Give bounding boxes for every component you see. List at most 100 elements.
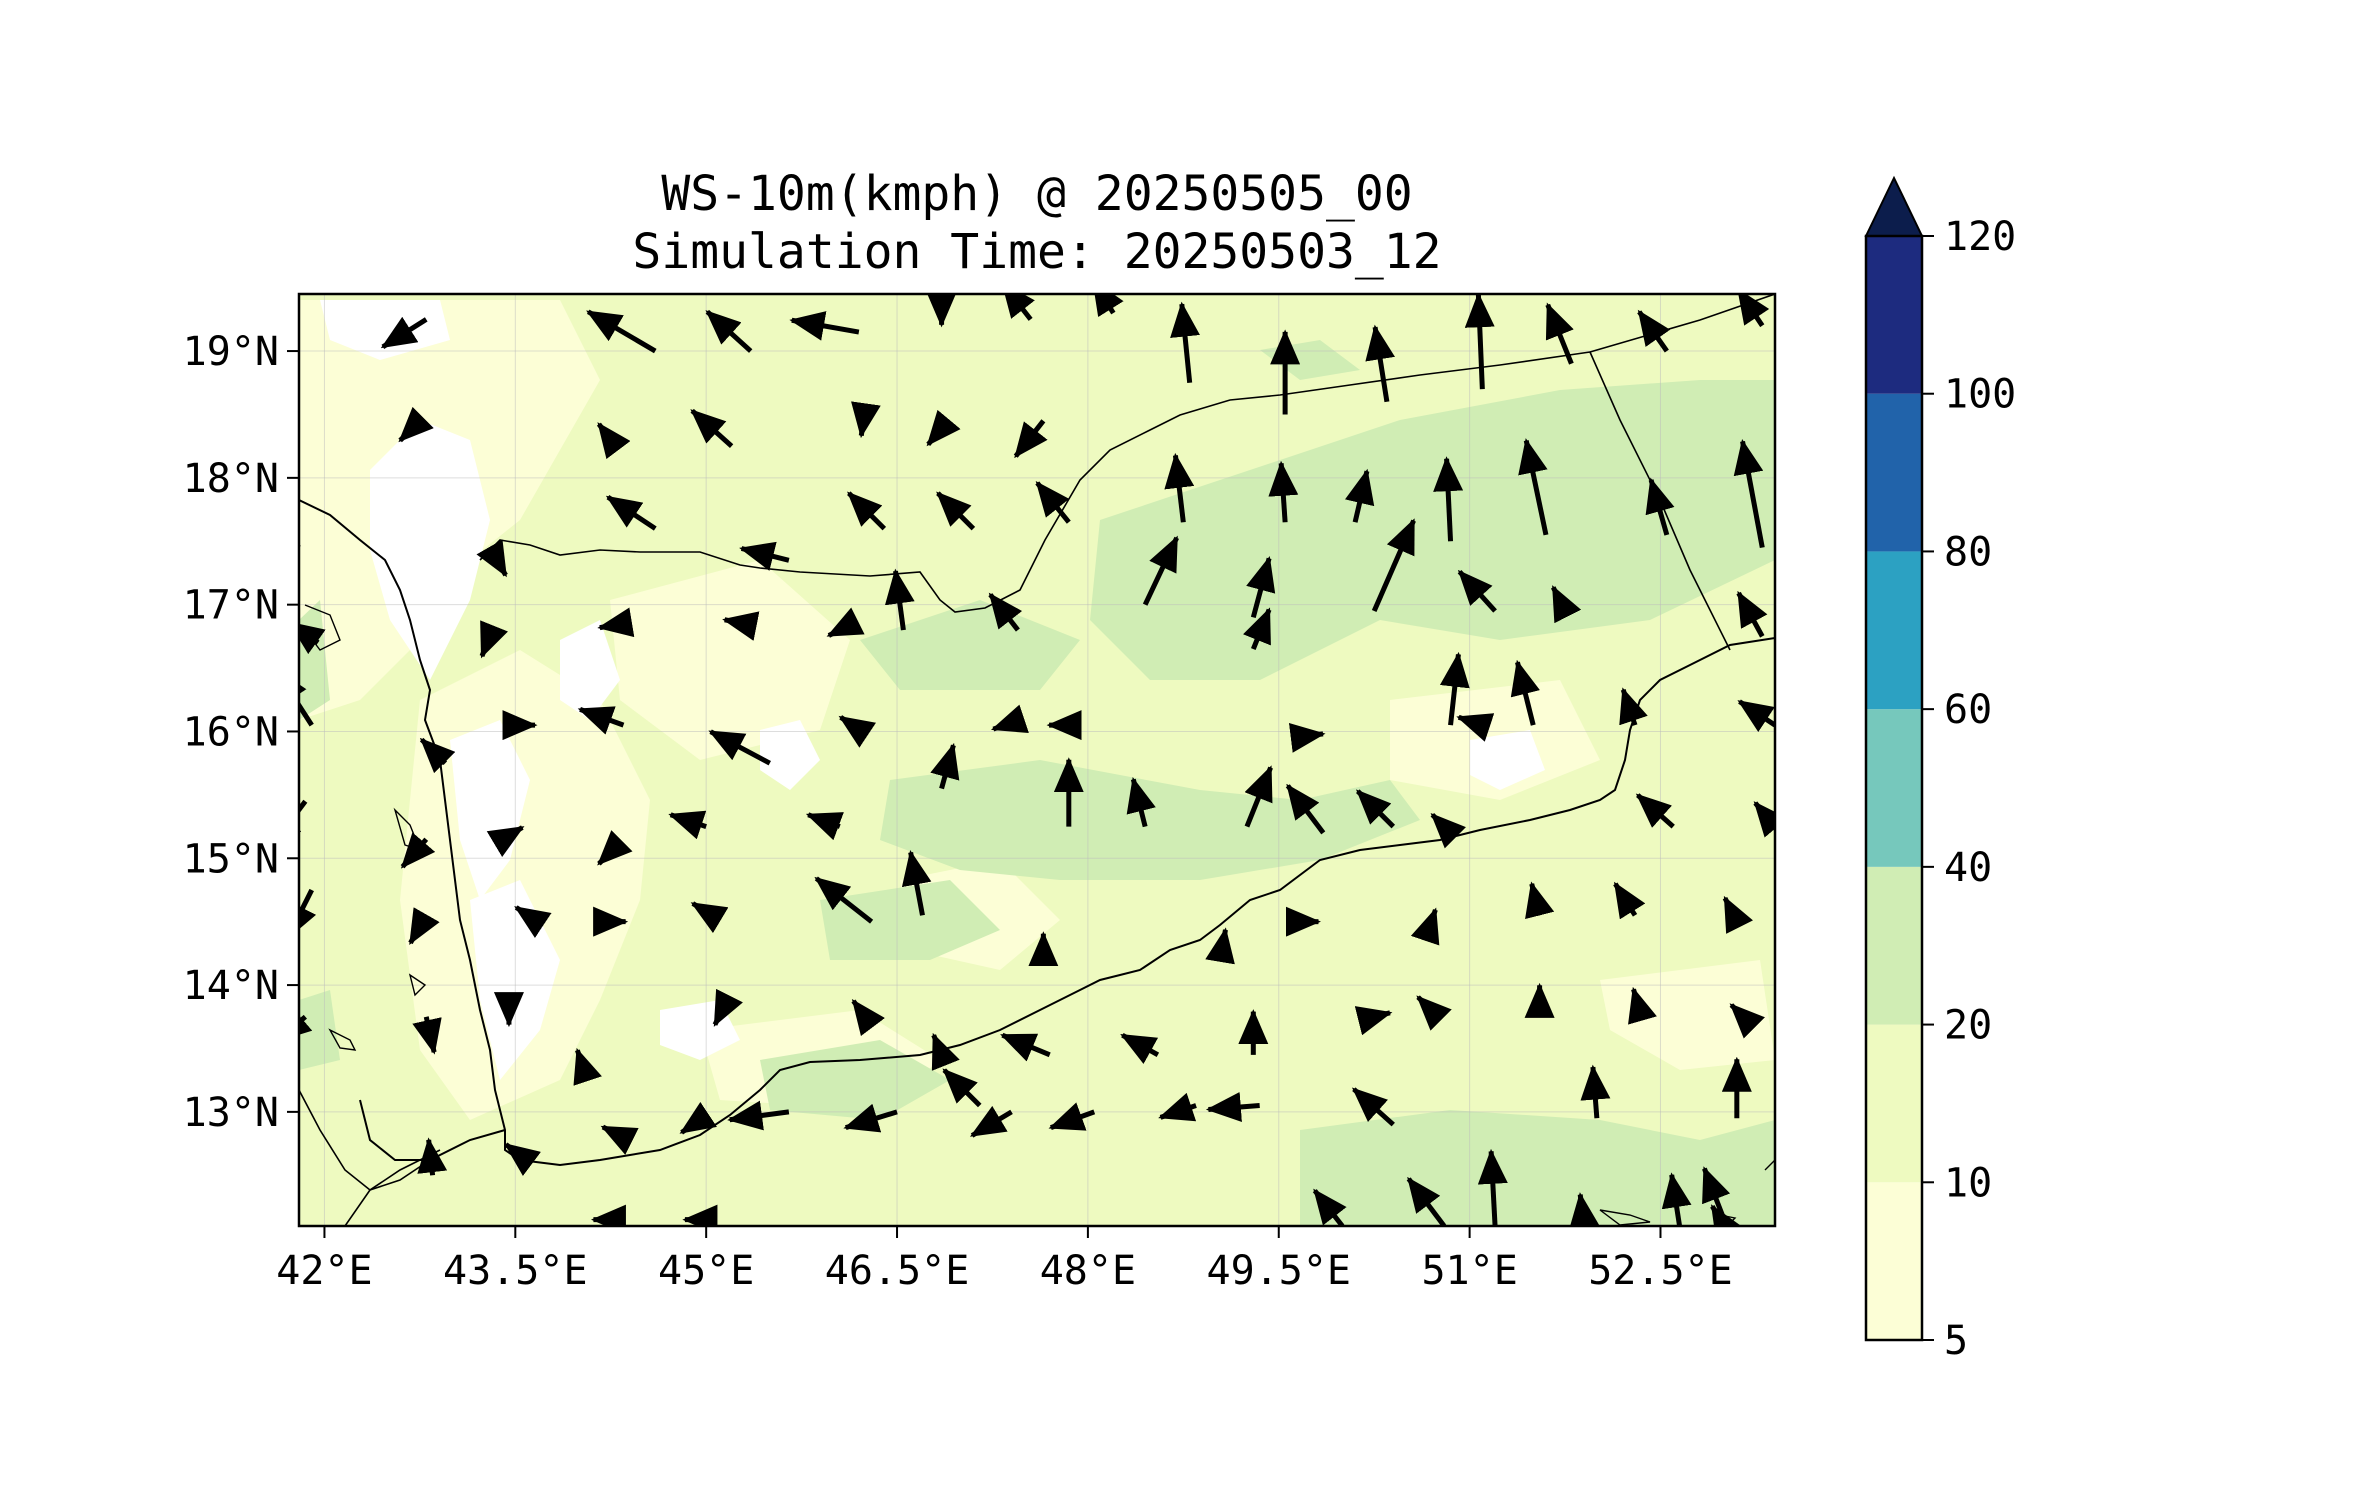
wind-arrow [690, 408, 734, 449]
wind-arrow [1637, 309, 1671, 353]
colorbar-frame [1864, 234, 1924, 1342]
colorbar-tick-label: 120 [1944, 214, 2016, 260]
wind-arrow [605, 495, 657, 531]
wind-arrow [1244, 765, 1273, 828]
wind-arrow [843, 1103, 898, 1133]
x-tick-label: 49.5°E [1207, 1248, 1352, 1294]
colorbar-tick-label: 40 [1944, 845, 1992, 891]
wind-arrow [299, 621, 326, 655]
wind-arrow [1722, 895, 1753, 934]
wind-arrow [901, 849, 932, 916]
y-tick-label: 16°N [183, 709, 279, 755]
x-tick-label: 43.5°E [443, 1248, 588, 1294]
wind-arrow [299, 544, 301, 548]
wind-arrow [926, 409, 961, 447]
colorbar-segment [1866, 236, 1922, 394]
map-panel [299, 294, 1775, 1226]
x-tick-label: 48°E [1040, 1248, 1136, 1294]
wind-arrow [679, 1101, 717, 1135]
wind-arrow [299, 667, 314, 727]
wind-arrow [668, 810, 707, 840]
wind-arrow [476, 539, 508, 578]
wind-arrow [690, 901, 729, 934]
wind-arrow [400, 832, 436, 869]
map-axes: 42°E 43.5°E 45°E 46.5°E 48°E 49.5°E 51°E 52.5°E… [183, 329, 1733, 1294]
wind-arrow [708, 729, 771, 766]
wind-arrow [1710, 1204, 1742, 1226]
arabian-coast-west [299, 499, 1775, 1167]
wind-arrow [514, 905, 552, 938]
wind-arrow [486, 825, 525, 858]
wind-arrow [727, 1100, 790, 1131]
wind-arrow [1545, 302, 1574, 365]
wind-arrow [1356, 789, 1396, 829]
y-tick-label: 13°N [183, 1090, 279, 1136]
wind-arrow [417, 1137, 448, 1176]
wind-arrow [1406, 1176, 1447, 1226]
wind-arrow [805, 812, 844, 841]
wind-arrow [1243, 607, 1272, 650]
colorbar-tick-label: 100 [1944, 372, 2016, 418]
wind-arrow [1285, 783, 1326, 835]
wind-arrow [739, 541, 790, 571]
wind-arrow [1013, 419, 1048, 459]
wind-arrow [1312, 1188, 1347, 1226]
wind-arrow [1371, 518, 1416, 613]
wind-arrow [1613, 881, 1646, 920]
colorbar-segment [1866, 551, 1922, 710]
colorbar-tick-label: 10 [1944, 1160, 1992, 1206]
wind-arrow [573, 1047, 602, 1086]
wind-arrow [1736, 590, 1768, 638]
wind-arrow [1661, 1172, 1692, 1226]
wind-arrow [299, 1007, 313, 1042]
wind-arrow [1164, 452, 1195, 523]
wind-arrow [1001, 294, 1035, 321]
wind-arrow [988, 592, 1023, 632]
colorbar-segment [1866, 709, 1922, 867]
wind-arrow [1092, 294, 1124, 318]
wind-arrow [398, 406, 434, 443]
wind-arrow [1410, 907, 1440, 946]
wind-arrow [1351, 1087, 1395, 1127]
wind-arrow [1344, 468, 1375, 523]
colorbar-tick-label: 80 [1944, 529, 1992, 575]
wind-arrow [1645, 477, 1675, 536]
wind-arrow [1729, 1003, 1765, 1039]
wind-arrow [419, 737, 456, 774]
wind-arrow [1000, 1032, 1051, 1062]
wind-arrow [814, 876, 874, 924]
wind-arrow [596, 422, 631, 460]
wind-arrow [1120, 1032, 1160, 1065]
wind-arrow [1142, 535, 1179, 606]
x-tick-label: 46.5°E [825, 1248, 970, 1294]
wind-arrow [1580, 1064, 1611, 1119]
wind-arrow [1126, 776, 1156, 828]
wind-arrow [1753, 801, 1775, 838]
wind-arrow [597, 607, 635, 638]
colorbar-tick-label: 20 [1944, 1003, 1992, 1049]
wind-arrow [1430, 813, 1466, 849]
map-frame [297, 292, 1777, 1228]
colorbar-extend-triangle [1864, 175, 1924, 237]
wind-arrow [1416, 995, 1452, 1031]
wind-arrow [712, 988, 743, 1027]
wind-arrow [597, 830, 633, 866]
map-gridlines [299, 294, 1775, 1226]
wind-arrow [380, 316, 428, 349]
map-title-line1: WS-10m(kmph) @ 20250505_00 [661, 166, 1412, 222]
yemen-north-coast-arc [359, 1099, 506, 1161]
colorbar-ticks: 5 10 20 40 60 80 100 120 [1922, 214, 2016, 1364]
x-tick-label: 42°E [276, 1248, 372, 1294]
wind-arrow [1205, 927, 1235, 965]
wind-arrow [936, 491, 976, 531]
wind-arrow [412, 1016, 442, 1055]
wind-arrow [1737, 699, 1775, 733]
wind-arrow [1433, 456, 1464, 542]
wind-arrow [1035, 480, 1071, 524]
wind-arrow [930, 742, 960, 790]
wind-arrow [1439, 651, 1470, 726]
wind-arrow [1733, 439, 1765, 549]
wind-arrow [577, 706, 625, 735]
y-tick-label: 17°N [183, 583, 279, 629]
